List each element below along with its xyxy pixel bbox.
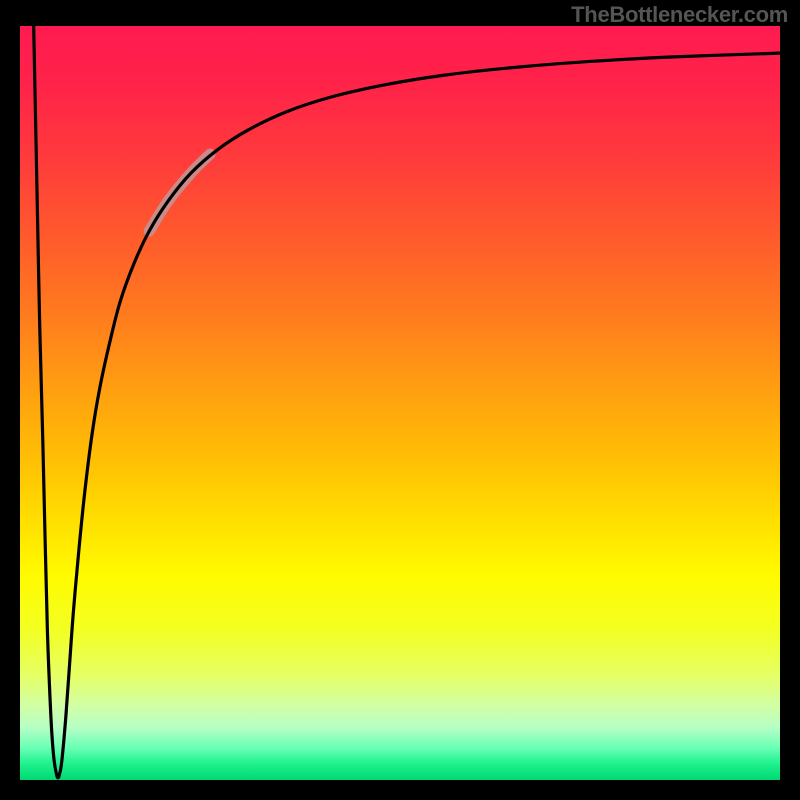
main-curve (34, 26, 780, 778)
curve-layer (20, 26, 780, 780)
chart-canvas: TheBottlenecker.com (0, 0, 800, 800)
plot-area (20, 26, 780, 780)
watermark-text: TheBottlenecker.com (571, 2, 788, 28)
highlight-segment (149, 154, 210, 231)
